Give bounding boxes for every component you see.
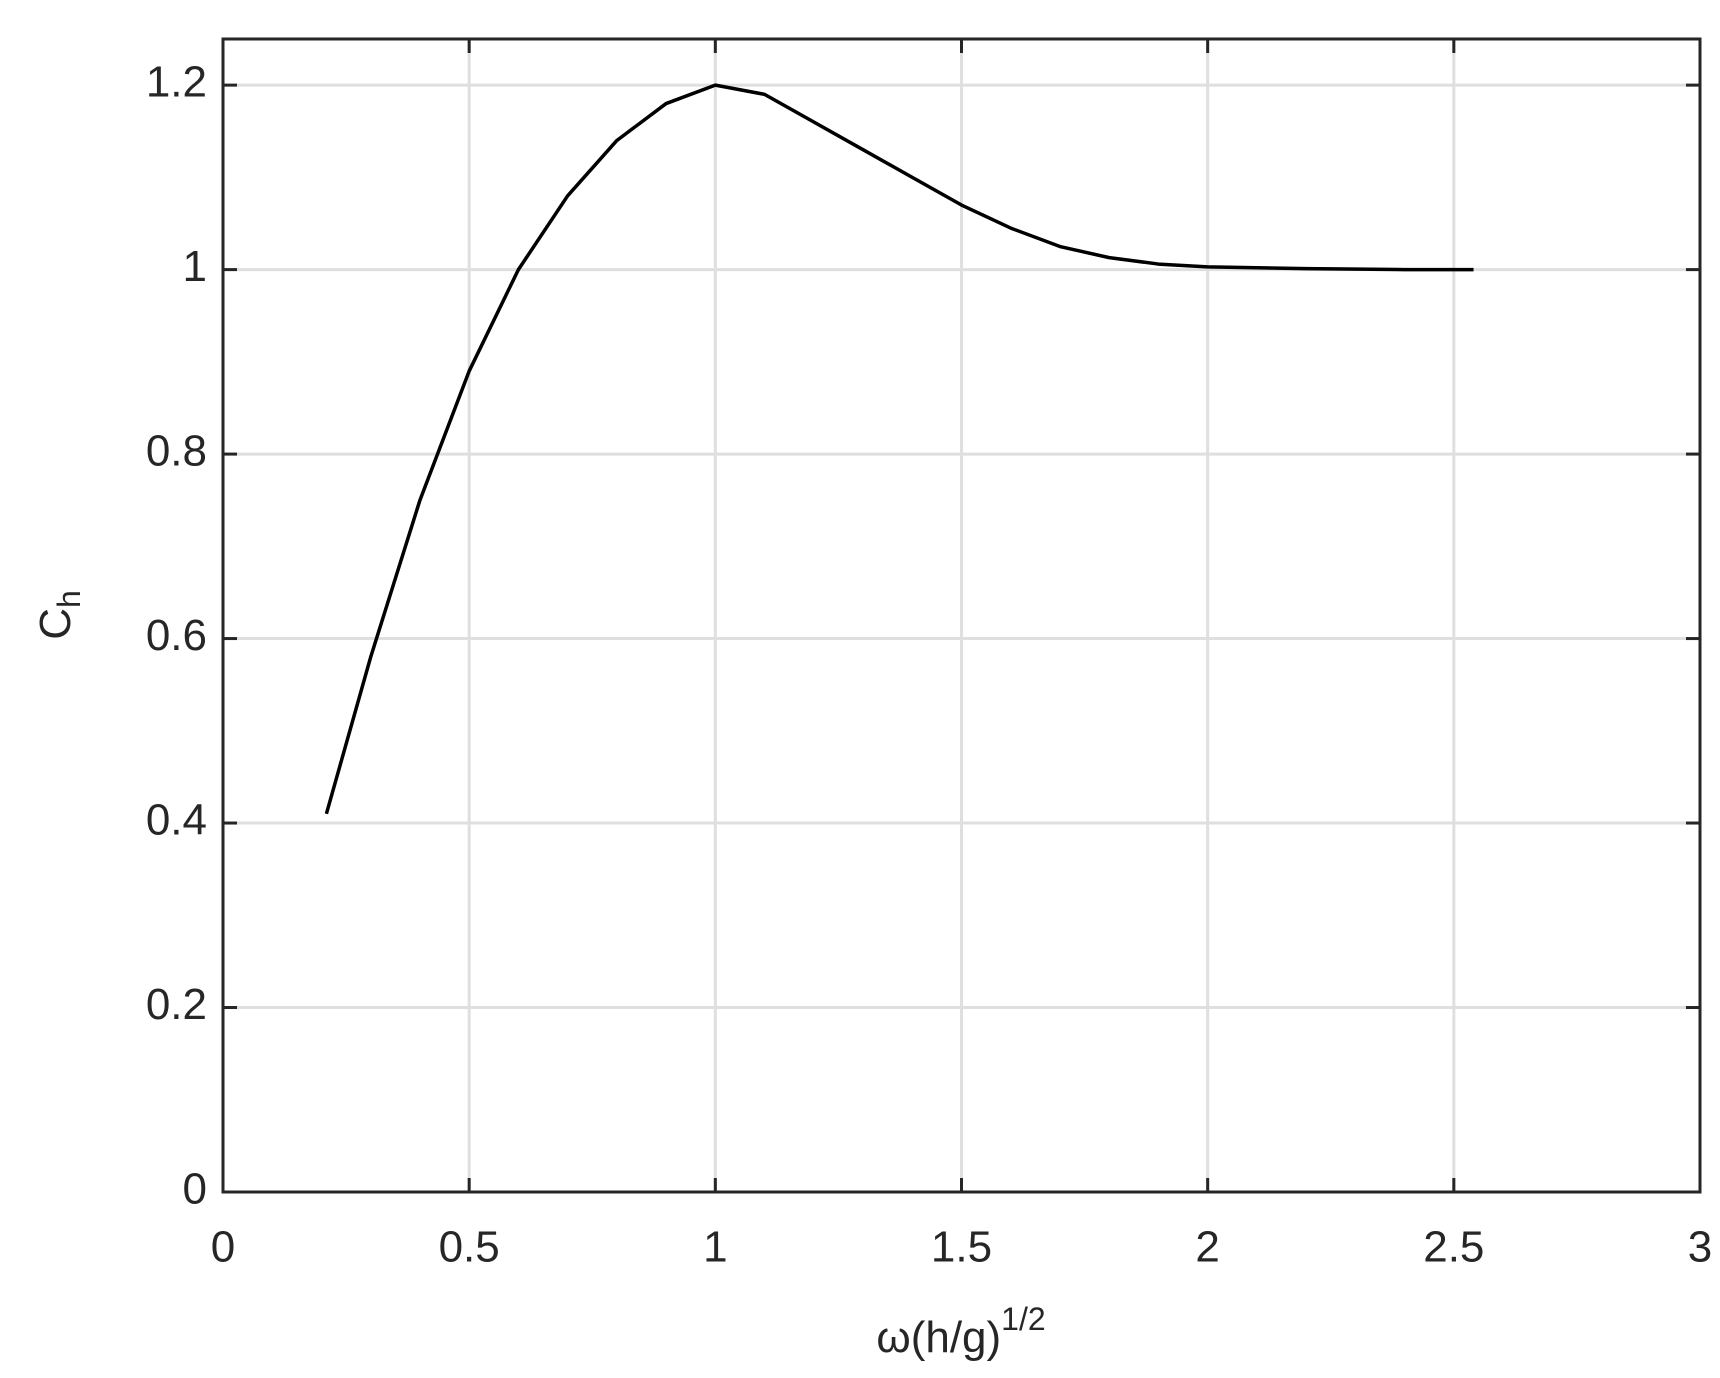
y-label-text: C — [31, 608, 80, 640]
y-tick-label: 0.4 — [146, 796, 207, 845]
y-tick-label: 0.8 — [146, 427, 207, 476]
x-tick-label: 1 — [703, 1223, 727, 1272]
y-tick-label: 0 — [183, 1165, 207, 1214]
x-axis-label: ω(h/g)1/2 — [876, 1301, 1045, 1361]
y-axis-label: Ch — [31, 590, 88, 640]
x-tick-label: 2 — [1195, 1223, 1219, 1272]
x-label-text: ω(h/g) — [876, 1313, 1001, 1362]
y-label-subscript: h — [51, 590, 87, 608]
y-tick-label: 0.6 — [146, 611, 207, 660]
x-tick-label: 3 — [1688, 1223, 1712, 1272]
x-tick-label: 1.5 — [931, 1223, 992, 1272]
x-tick-label: 0.5 — [439, 1223, 500, 1272]
x-label-superscript: 1/2 — [1001, 1301, 1045, 1337]
y-tick-label: 0.2 — [146, 980, 207, 1029]
data-line — [324, 83, 1474, 815]
y-tick-label: 1 — [183, 242, 207, 291]
x-tick-label: 2.5 — [1423, 1223, 1484, 1272]
y-tick-label: 1.2 — [146, 58, 207, 107]
x-tick-label: 0 — [211, 1223, 235, 1272]
plot-area — [324, 83, 1474, 815]
